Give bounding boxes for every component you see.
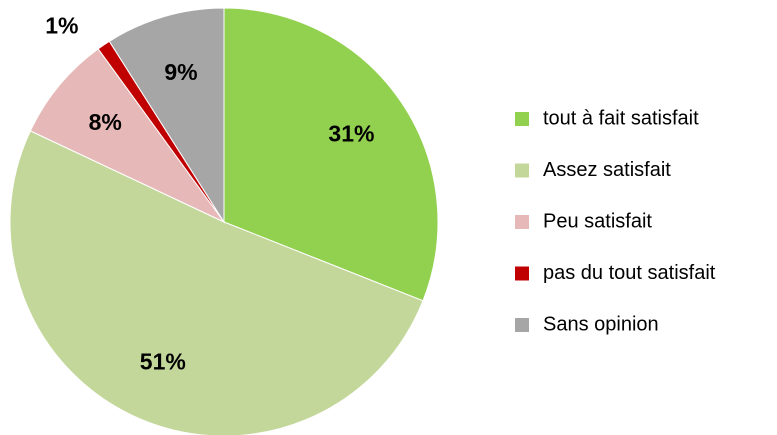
legend-swatch [515,163,529,178]
pie-slice [9,130,424,435]
data-label: 9% [164,59,197,85]
legend-label: pas du tout satisfait [543,262,716,284]
legend-swatch [515,112,529,126]
legend-label: Peu satisfait [543,210,652,232]
pie-slice [223,7,439,302]
data-label: 51% [140,348,186,374]
legend-label: Sans opinion [543,313,659,335]
legend-label: tout à fait satisfait [543,107,699,129]
legend-swatch [515,266,529,281]
pie-slice [29,48,225,223]
legend-label: Assez satisfait [543,159,671,181]
pie-slice [108,7,225,224]
data-label: 31% [328,120,374,146]
legend-swatch [515,215,529,229]
data-label: 1% [45,13,78,39]
legend-swatch [515,318,529,332]
data-label: 8% [89,109,122,135]
